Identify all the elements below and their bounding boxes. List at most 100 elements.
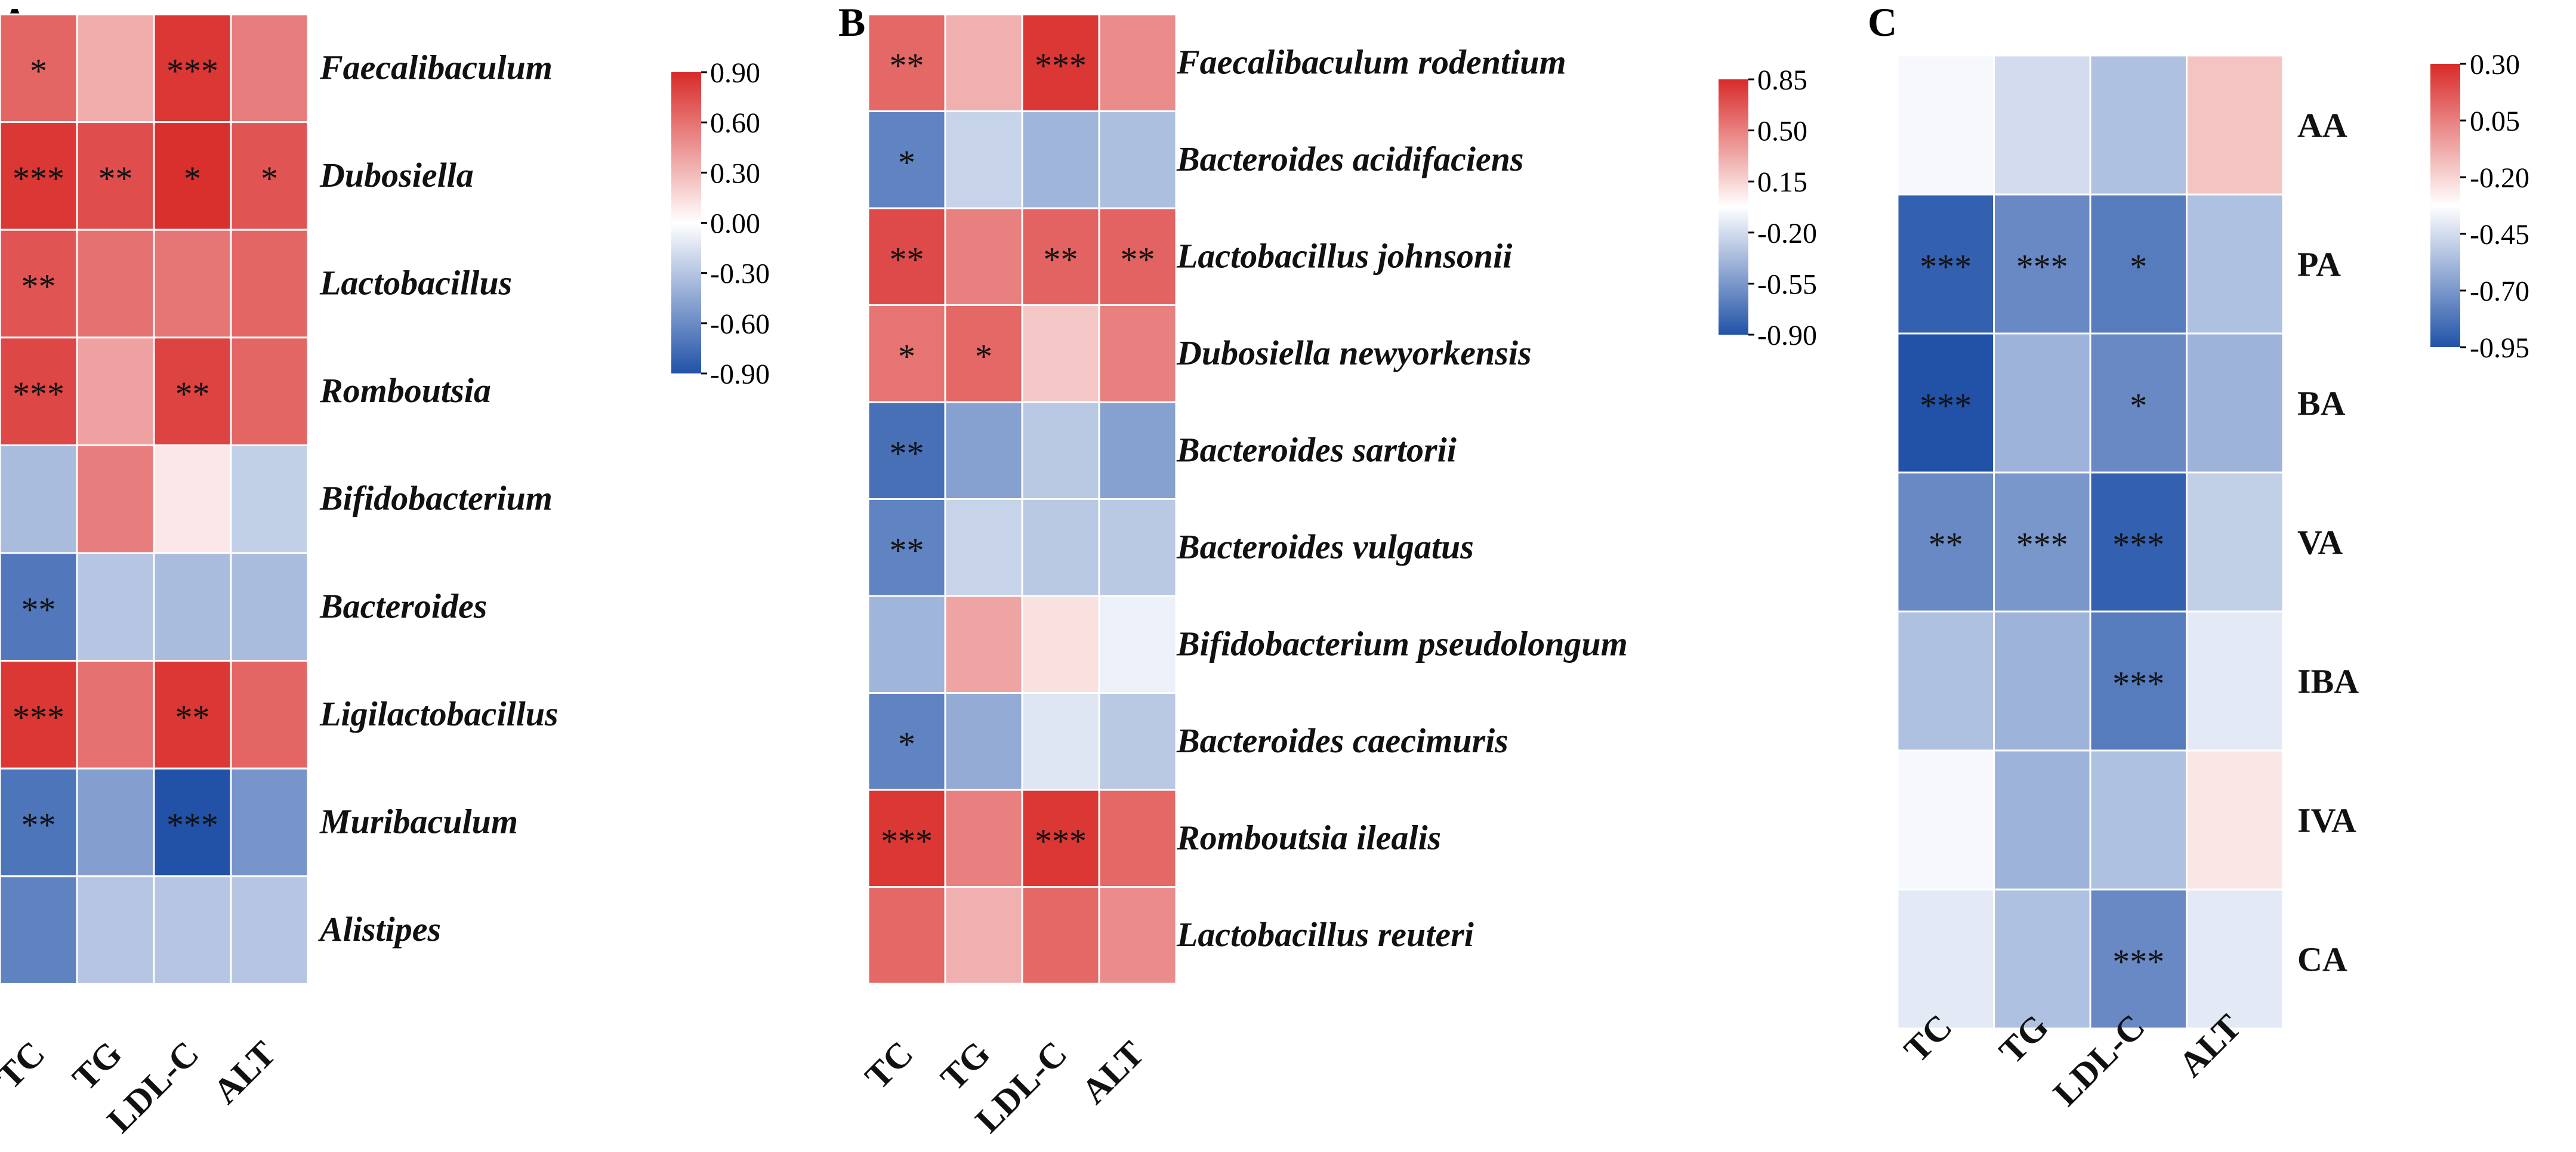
significance-mark: *** xyxy=(2112,526,2164,564)
significance-mark: * xyxy=(184,159,201,198)
significance-mark: ** xyxy=(175,698,210,737)
significance-mark: *** xyxy=(166,51,218,90)
row-label-dubosiella-newyorkensis: Dubosiella newyorkensis xyxy=(1176,333,1532,372)
heatmap-cell-pa-alt xyxy=(2186,193,2284,335)
heatmap-cell-bacteroides-acidifaciens-alt xyxy=(1098,110,1177,209)
heatmap-cell-alistipes-alt xyxy=(230,875,309,985)
significance-mark: *** xyxy=(13,698,64,737)
heatmap-cell-bacteroides-sartorii-ldl-c xyxy=(1021,401,1100,500)
heatmap-cell-ba-tc xyxy=(1896,332,1995,474)
row-label-aa: AA xyxy=(2297,106,2347,145)
heatmap-cell-bifidobacterium-pseudolongum-tg xyxy=(944,595,1023,694)
significance-mark: ** xyxy=(21,267,56,306)
heatmap-cell-aa-alt xyxy=(2186,54,2284,196)
heatmap-cell-alistipes-ldl-c xyxy=(153,875,232,985)
heatmap-cell-bifidobacterium-tc xyxy=(0,444,78,554)
heatmap-cell-lactobacillus-tg xyxy=(76,228,155,339)
row-label-bacteroides: Bacteroides xyxy=(319,586,487,625)
heatmap-cell-bifidobacterium-alt xyxy=(230,444,309,554)
heatmap-cell-lactobacillus-johnsonii-ldl-c xyxy=(1021,207,1100,306)
row-label-va: VA xyxy=(2297,523,2343,562)
heatmap-cell-ligilactobacillus-tc xyxy=(0,660,78,770)
significance-mark: ** xyxy=(175,375,210,413)
colorbar-tick-label: -0.45 xyxy=(2470,219,2529,251)
heatmap-cell-faecalibaculum-rodentium-tc xyxy=(867,13,946,112)
row-label-alistipes: Alistipes xyxy=(318,910,441,949)
heatmap-cell-lactobacillus-reuteri-tc xyxy=(867,886,946,985)
heatmap-cell-dubosiella-newyorkensis-tc xyxy=(867,304,946,403)
significance-mark: ** xyxy=(98,159,133,198)
significance-mark: ** xyxy=(890,531,924,570)
column-label-alt: ALT xyxy=(206,1034,283,1111)
significance-mark: ** xyxy=(1121,240,1155,279)
heatmap-cell-bacteroides-acidifaciens-tg xyxy=(944,110,1023,209)
heatmap-cell-bacteroides-caecimuris-tg xyxy=(944,692,1023,791)
colorbar-tick-label: -0.95 xyxy=(2470,332,2529,364)
colorbar xyxy=(2430,64,2460,347)
heatmap-cell-muribaculum-tg xyxy=(76,767,155,878)
heatmap-cell-bacteroides-acidifaciens-ldl-c xyxy=(1021,110,1100,209)
significance-mark: *** xyxy=(13,159,64,198)
heatmap-cell-romboutsia-tc xyxy=(0,336,78,446)
heatmap-cell-pa-ldl-c xyxy=(2089,193,2188,335)
row-label-ligilactobacillus: Ligilactobacillus xyxy=(319,694,559,733)
heatmap-cell-alistipes-tg xyxy=(76,875,155,985)
significance-mark: ** xyxy=(1929,526,1963,564)
heatmap-cell-faecalibaculum-rodentium-alt xyxy=(1098,13,1177,112)
heatmap-cell-bacteroides-vulgatus-ldl-c xyxy=(1021,498,1100,597)
row-label-bacteroides-acidifaciens: Bacteroides acidifaciens xyxy=(1176,140,1524,178)
heatmap-cell-lactobacillus-johnsonii-alt xyxy=(1098,207,1177,306)
column-label-tg: TG xyxy=(65,1034,129,1098)
heatmap-cell-romboutsia-ilealis-tg xyxy=(944,789,1023,888)
row-label-ba: BA xyxy=(2297,384,2346,423)
column-label-tg: TG xyxy=(933,1034,998,1098)
colorbar xyxy=(671,72,701,373)
heatmap-cell-muribaculum-ldl-c xyxy=(153,767,232,878)
significance-mark: *** xyxy=(166,806,218,845)
colorbar-tick-label: -0.60 xyxy=(710,308,770,340)
heatmap-cell-va-alt xyxy=(2186,471,2284,613)
significance-mark: * xyxy=(2130,387,2147,425)
significance-mark: ** xyxy=(890,434,924,472)
significance-mark: *** xyxy=(2112,665,2164,703)
significance-mark: ** xyxy=(890,46,924,85)
heatmap-cell-va-ldl-c xyxy=(2089,471,2188,613)
colorbar-tick-label: 0.60 xyxy=(710,107,760,139)
heatmap-cell-faecalibaculum-rodentium-tg xyxy=(944,13,1023,112)
heatmap-cell-bacteroides-ldl-c xyxy=(153,552,232,662)
significance-mark: * xyxy=(2130,248,2147,286)
row-label-bacteroides-sartorii: Bacteroides sartorii xyxy=(1176,430,1457,469)
colorbar-tick-label: -0.55 xyxy=(1757,268,1817,300)
heatmap-cell-bifidobacterium-tg xyxy=(76,444,155,554)
heatmap-cell-bacteroides-caecimuris-alt xyxy=(1098,692,1177,791)
significance-mark: ** xyxy=(21,590,56,629)
significance-mark: *** xyxy=(2016,526,2068,564)
row-label-iba: IBA xyxy=(2297,662,2359,701)
heatmap-cell-bifidobacterium-pseudolongum-tc xyxy=(867,595,946,694)
heatmap-cell-va-tg xyxy=(1993,471,2091,613)
significance-mark: *** xyxy=(1920,248,1972,286)
heatmap-cell-romboutsia-tg xyxy=(76,336,155,446)
heatmap-cell-dubosiella-newyorkensis-ldl-c xyxy=(1021,304,1100,403)
colorbar-tick-label: -0.70 xyxy=(2470,276,2529,307)
heatmap-cell-lactobacillus-reuteri-tg xyxy=(944,886,1023,985)
significance-mark: * xyxy=(975,337,992,376)
heatmap-cell-lactobacillus-ldl-c xyxy=(153,228,232,339)
colorbar-tick-label: 0.15 xyxy=(1757,166,1807,198)
heatmap-cell-ligilactobacillus-tg xyxy=(76,660,155,770)
heatmap-cell-faecalibaculum-rodentium-ldl-c xyxy=(1021,13,1100,112)
row-label-bifidobacterium-pseudolongum: Bifidobacterium pseudolongum xyxy=(1176,624,1628,663)
heatmap-cell-dubosiella-newyorkensis-tg xyxy=(944,304,1023,403)
row-label-faecalibaculum-rodentium: Faecalibaculum rodentium xyxy=(1176,42,1566,81)
row-label-lactobacillus-johnsonii: Lactobacillus johnsonii xyxy=(1176,236,1512,275)
heatmap-cell-iba-alt xyxy=(2186,610,2284,752)
row-label-iva: IVA xyxy=(2297,801,2356,840)
heatmap-cell-iva-alt xyxy=(2186,749,2284,891)
heatmap-cell-va-tc xyxy=(1896,471,1995,613)
significance-mark: * xyxy=(898,725,915,764)
heatmap-cell-bacteroides-vulgatus-tc xyxy=(867,498,946,597)
significance-mark: *** xyxy=(1920,387,1972,425)
column-label-tc: TC xyxy=(0,1034,53,1097)
significance-mark: *** xyxy=(881,821,933,860)
heatmap-cell-bifidobacterium-pseudolongum-ldl-c xyxy=(1021,595,1100,694)
